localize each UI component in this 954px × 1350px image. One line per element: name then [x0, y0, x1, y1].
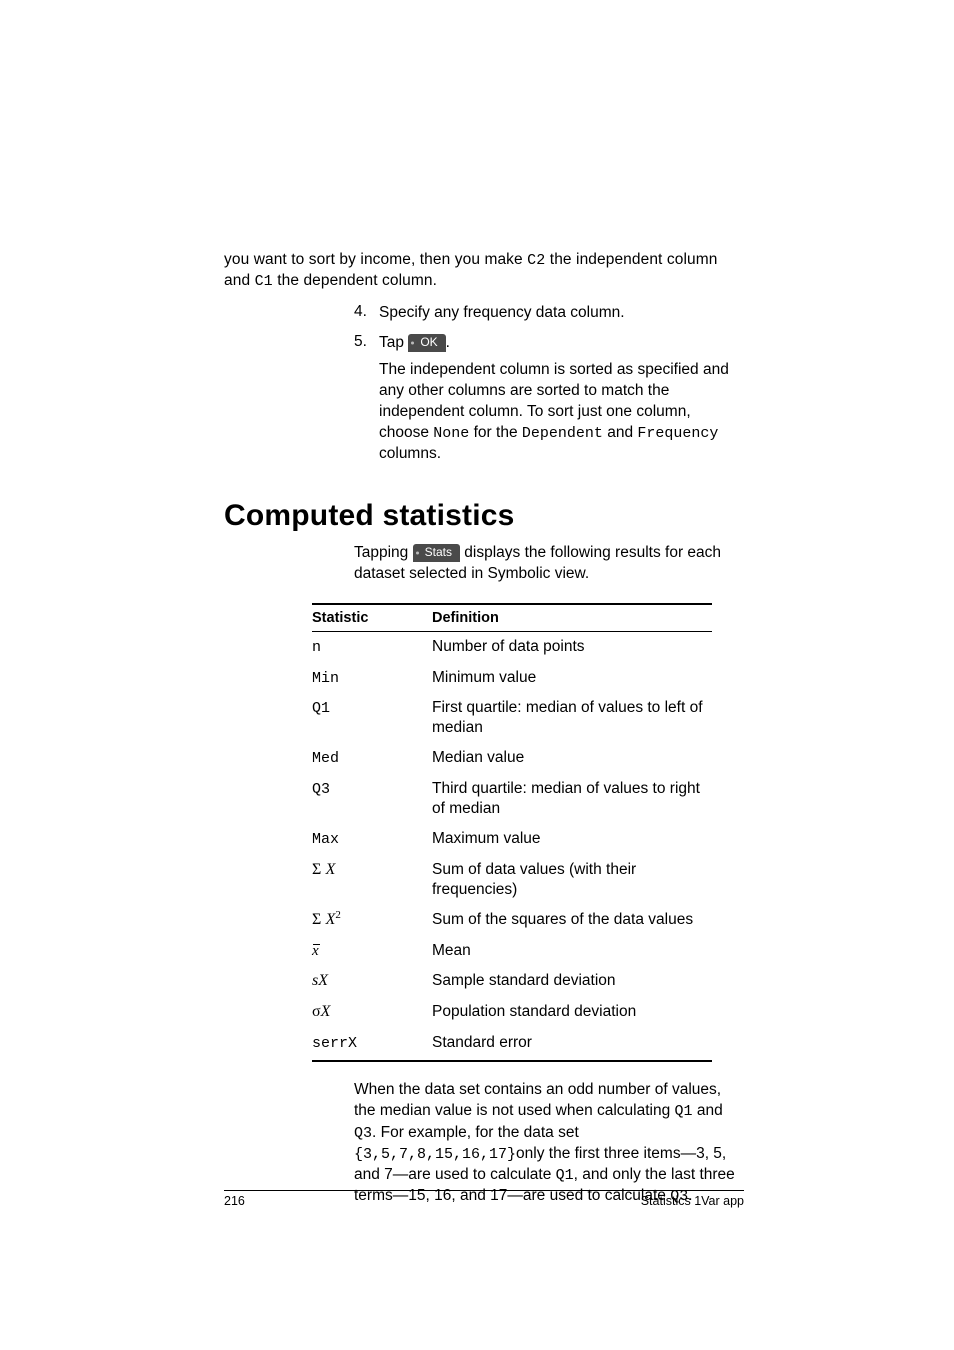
step-5-text: Tap OK.	[379, 333, 744, 354]
table-row: MaxMaximum value	[312, 824, 712, 855]
def-cell: Third quartile: median of values to righ…	[432, 774, 712, 824]
section-heading: Computed statistics	[224, 499, 744, 533]
step-5-mid2: and	[603, 424, 637, 441]
code-q3: Q3	[354, 1125, 372, 1142]
code-dependent: Dependent	[522, 425, 603, 442]
stat-cell: sX	[312, 966, 432, 997]
stat-cell: Min	[312, 663, 432, 694]
lead-paragraph: Tapping Stats displays the following res…	[354, 543, 744, 585]
step-5-tail: columns.	[379, 445, 441, 462]
table-row: sXSample standard deviation	[312, 966, 712, 997]
table-row: Q3Third quartile: median of values to ri…	[312, 774, 712, 824]
after-b: and	[693, 1102, 723, 1119]
step-4: 4. Specify any frequency data column.	[354, 303, 744, 324]
def-cell: Median value	[432, 743, 712, 774]
stat-cell: serrX	[312, 1028, 432, 1062]
table-row: MedMedian value	[312, 743, 712, 774]
step-4-number: 4.	[354, 303, 379, 324]
after-c: . For example, for the data set	[372, 1124, 579, 1141]
stat-cell: n	[312, 632, 432, 663]
def-cell: Sample standard deviation	[432, 966, 712, 997]
intro-text-a: you want to sort by income, then you mak…	[224, 251, 527, 268]
code-dataset: {3,5,7,8,15,16,17}	[354, 1146, 516, 1163]
def-cell: First quartile: median of values to left…	[432, 693, 712, 743]
def-cell: Mean	[432, 936, 712, 967]
table-row: Q1First quartile: median of values to le…	[312, 693, 712, 743]
def-cell: Minimum value	[432, 663, 712, 694]
stat-cell: Q3	[312, 774, 432, 824]
stats-softkey-label: Stats	[421, 545, 452, 559]
table-row: serrXStandard error	[312, 1028, 712, 1062]
code-c2: C2	[527, 252, 545, 269]
intro-text-c: the dependent column.	[273, 272, 437, 289]
code-none: None	[433, 425, 469, 442]
step-5-follow: The independent column is sorted as spec…	[379, 360, 744, 465]
step-5-pre: Tap	[379, 334, 408, 351]
stat-cell: x	[312, 936, 432, 967]
code-q1b: Q1	[556, 1167, 574, 1184]
page-footer: 216 Statistics 1Var app	[224, 1190, 744, 1208]
step-5-number: 5.	[354, 333, 379, 354]
page-number: 216	[224, 1194, 245, 1208]
table-row: Σ X2Sum of the squares of the data value…	[312, 905, 712, 936]
def-cell: Maximum value	[432, 824, 712, 855]
after-table-paragraph: When the data set contains an odd number…	[354, 1080, 744, 1207]
stat-cell: σX	[312, 997, 432, 1028]
def-cell: Standard error	[432, 1028, 712, 1062]
intro-paragraph: you want to sort by income, then you mak…	[224, 250, 744, 293]
stats-softkey[interactable]: Stats	[413, 544, 460, 562]
ok-softkey[interactable]: OK	[408, 334, 445, 352]
def-cell: Population standard deviation	[432, 997, 712, 1028]
table-row: xMean	[312, 936, 712, 967]
code-q1: Q1	[675, 1103, 693, 1120]
def-cell: Sum of data values (with their frequenci…	[432, 855, 712, 905]
lead-pre: Tapping	[354, 544, 413, 561]
table-row: Σ XSum of data values (with their freque…	[312, 855, 712, 905]
stat-cell: Σ X	[312, 855, 432, 905]
th-definition: Definition	[432, 604, 712, 632]
step-4-text: Specify any frequency data column.	[379, 303, 744, 324]
stat-cell: Med	[312, 743, 432, 774]
stat-cell: Σ X2	[312, 905, 432, 936]
step-5-mid1: for the	[469, 424, 522, 441]
step-5-post: .	[446, 334, 450, 351]
after-a: When the data set contains an odd number…	[354, 1081, 721, 1119]
code-frequency: Frequency	[637, 425, 718, 442]
footer-title: Statistics 1Var app	[641, 1194, 744, 1208]
stat-cell: Max	[312, 824, 432, 855]
th-statistic: Statistic	[312, 604, 432, 632]
def-cell: Number of data points	[432, 632, 712, 663]
table-row: σXPopulation standard deviation	[312, 997, 712, 1028]
def-cell: Sum of the squares of the data values	[432, 905, 712, 936]
step-5: 5. Tap OK.	[354, 333, 744, 354]
stat-cell: Q1	[312, 693, 432, 743]
ok-softkey-label: OK	[416, 335, 437, 349]
statistics-table: Statistic Definition nNumber of data poi…	[312, 603, 712, 1062]
table-row: nNumber of data points	[312, 632, 712, 663]
table-row: MinMinimum value	[312, 663, 712, 694]
code-c1: C1	[255, 273, 273, 290]
